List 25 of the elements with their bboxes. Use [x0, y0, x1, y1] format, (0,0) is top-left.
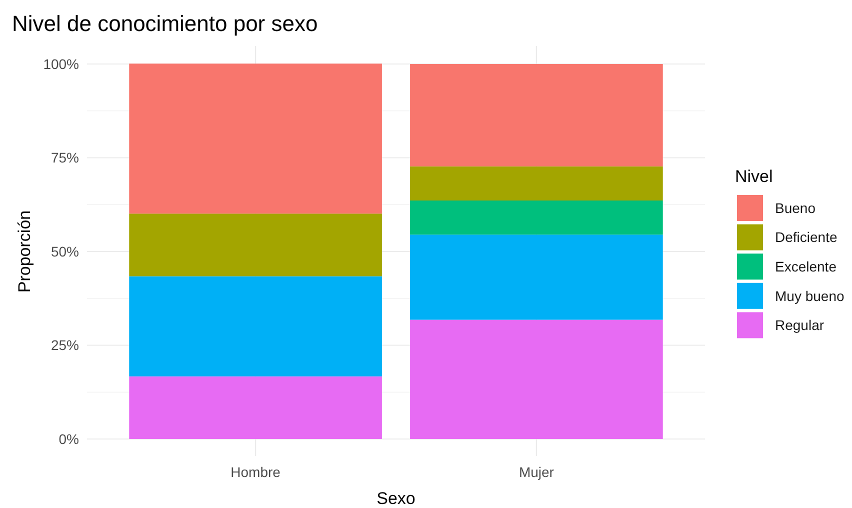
- bar: [410, 64, 663, 166]
- y-axis-title: Proporción: [15, 210, 34, 293]
- legend-label: Muy bueno: [775, 288, 844, 304]
- chart-title: Nivel de conocimiento por sexo: [12, 11, 318, 36]
- bar: [129, 64, 382, 214]
- y-tick-label: 50%: [50, 243, 79, 260]
- legend-label: Regular: [775, 317, 824, 334]
- legend-label: Excelente: [775, 258, 837, 274]
- x-tick-label: Mujer: [518, 464, 554, 480]
- legend-title: Nivel: [735, 167, 773, 186]
- y-tick-label: 25%: [50, 337, 79, 354]
- bar: [410, 320, 663, 439]
- bar: [410, 166, 663, 200]
- y-tick-label: 100%: [43, 56, 79, 72]
- y-tick-label: 0%: [58, 430, 79, 447]
- bar: [410, 234, 663, 320]
- bar: [410, 200, 663, 235]
- y-tick-label: 75%: [50, 150, 79, 166]
- bar: [129, 376, 382, 439]
- x-axis-title: Sexo: [376, 489, 416, 508]
- bar: [129, 214, 382, 276]
- bar: [129, 276, 382, 376]
- legend-label: Deficiente: [775, 229, 838, 246]
- legend-label: Bueno: [775, 200, 816, 216]
- x-tick-label: Hombre: [230, 464, 281, 480]
